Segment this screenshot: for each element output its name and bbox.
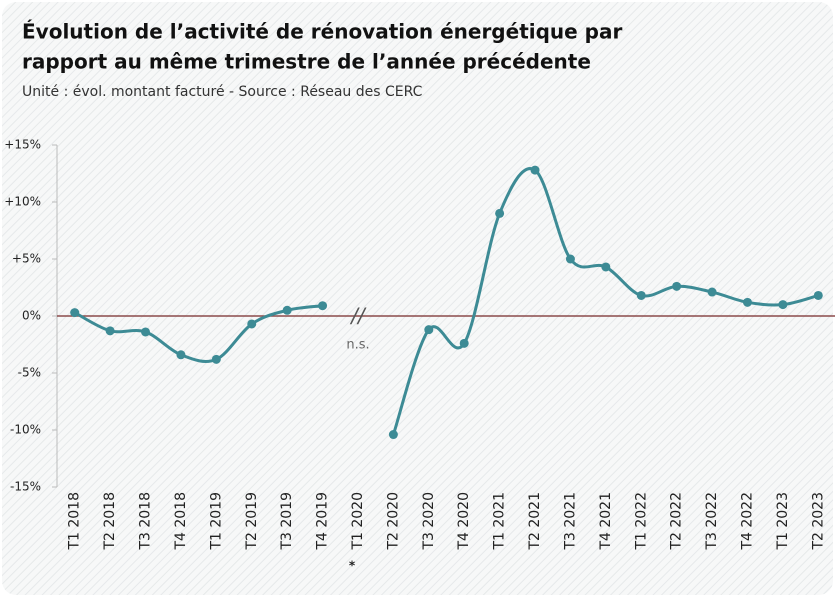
gap-mark: //	[349, 304, 367, 328]
point	[388, 430, 398, 440]
x-tick-label: T2 2022	[669, 492, 685, 551]
point	[318, 301, 328, 311]
y-tick-label: -10%	[10, 423, 41, 437]
y-tick-label: +10%	[4, 195, 41, 209]
y-tick-label: -15%	[10, 480, 41, 494]
point	[495, 208, 505, 218]
x-tick-label: T3 2019	[279, 492, 295, 551]
point	[176, 350, 186, 360]
point	[70, 308, 80, 318]
x-tick-label: T1 2020	[350, 492, 366, 551]
point	[778, 300, 788, 310]
point	[601, 262, 611, 272]
point	[707, 287, 717, 297]
x-tick-label: T4 2021	[598, 492, 614, 551]
point	[211, 354, 221, 364]
chart-title: rapport au même trimestre de l’année pré…	[22, 50, 591, 74]
x-tick-label: T1 2021	[492, 492, 508, 551]
point	[424, 325, 434, 335]
x-tick-label: T3 2020	[421, 492, 437, 551]
y-tick-label: +5%	[12, 252, 41, 266]
gap-note: n.s.	[346, 338, 369, 353]
x-tick-label: T2 2021	[527, 492, 543, 551]
x-tick-label: T4 2018	[173, 492, 189, 551]
x-tick-label: T4 2022	[739, 492, 755, 551]
x-tick-label: T4 2020	[456, 492, 472, 551]
x-tick-label: T2 2023	[810, 492, 826, 551]
point	[141, 327, 151, 337]
x-tick-label: T2 2019	[244, 492, 260, 551]
x-tick-label: T2 2018	[102, 492, 118, 551]
point	[672, 281, 682, 291]
point	[565, 254, 575, 264]
chart-subtitle: Unité : évol. montant facturé - Source :…	[22, 84, 423, 100]
line	[391, 167, 819, 436]
point	[105, 326, 115, 336]
x-tick-label: T1 2019	[208, 492, 224, 551]
footnote-mark: *	[349, 559, 356, 573]
x-tick-label: T1 2022	[633, 492, 649, 551]
y-tick-label: -5%	[18, 366, 41, 380]
x-tick-label: T3 2021	[562, 492, 578, 551]
y-tick-label: +15%	[4, 138, 41, 152]
y-tick-label: 0%	[22, 309, 41, 323]
point	[530, 165, 540, 175]
point	[247, 319, 257, 329]
x-tick-label: T2 2020	[385, 492, 401, 551]
x-tick-label: T1 2023	[775, 492, 791, 551]
x-tick-label: T3 2022	[704, 492, 720, 551]
chart-title: Évolution de l’activité de rénovation én…	[22, 20, 622, 44]
point	[636, 290, 646, 300]
x-tick-label: T1 2018	[67, 492, 83, 551]
x-tick-label: T4 2019	[315, 492, 331, 551]
x-tick-label: T3 2018	[138, 492, 154, 551]
point	[459, 338, 469, 348]
point	[282, 305, 292, 315]
point	[742, 297, 752, 307]
point	[813, 290, 823, 300]
